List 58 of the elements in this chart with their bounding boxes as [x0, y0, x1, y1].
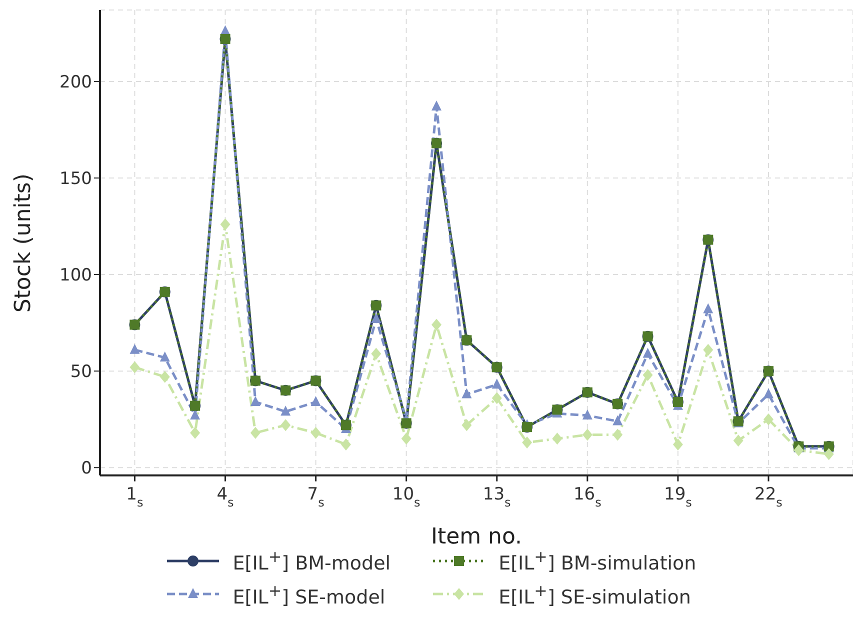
point [190, 409, 200, 420]
x-tick-label: 13$_{s}$ [482, 484, 511, 510]
legend-label: E[IL$^{+}$] SE-simulation [498, 580, 691, 608]
legend-label: E[IL$^{+}$] BM-simulation [498, 547, 696, 575]
point [250, 426, 260, 439]
point [492, 392, 502, 404]
x-tick-label: 22$_{s}$ [754, 484, 782, 510]
y-tick-label: 50 [70, 362, 92, 382]
point [763, 388, 774, 398]
legend-label: E[IL$^{+}$] SE-model [232, 580, 386, 608]
x-axis-title: Item no. [430, 524, 522, 550]
point [340, 438, 351, 450]
y-tick-label: 150 [60, 169, 92, 190]
point [371, 312, 382, 323]
point [250, 396, 260, 406]
point [280, 419, 291, 432]
point [642, 368, 653, 381]
point [763, 413, 774, 426]
point [582, 409, 592, 420]
point [401, 432, 412, 445]
point [794, 444, 804, 456]
x-tick-label: 10$_{s}$ [392, 484, 420, 510]
point [130, 344, 140, 354]
point [552, 432, 562, 445]
point [522, 436, 532, 449]
point [672, 438, 683, 450]
point [703, 344, 714, 356]
x-tick-label: 4$_{s}$ [216, 484, 234, 510]
point [432, 318, 442, 331]
point [432, 100, 442, 111]
point [612, 415, 623, 426]
point [130, 361, 140, 374]
legend-label: E[IL$^{+}$] BM-model [232, 547, 391, 575]
point [703, 303, 714, 314]
x-tick-label: 19$_{s}$ [664, 484, 692, 510]
x-tick-label: 1$_{s}$ [126, 484, 144, 510]
point [310, 426, 321, 439]
point [310, 396, 321, 406]
y-tick-label: 100 [60, 266, 92, 286]
y-tick-label: 0 [81, 458, 92, 479]
x-tick-label: 7$_{s}$ [307, 484, 324, 510]
point [462, 388, 472, 398]
point [462, 419, 472, 432]
point [190, 426, 200, 439]
x-tick-label: 16$_{s}$ [573, 484, 602, 510]
point [160, 370, 170, 383]
point [371, 348, 382, 360]
point [220, 218, 230, 230]
point [280, 406, 291, 416]
y-axis-title: Stock (units) [10, 174, 36, 313]
point [582, 428, 592, 441]
y-tick-label: 200 [60, 72, 92, 92]
point [642, 348, 653, 358]
point [160, 352, 170, 362]
point [733, 434, 744, 447]
point [492, 378, 502, 389]
point [824, 448, 834, 460]
point [612, 428, 623, 441]
